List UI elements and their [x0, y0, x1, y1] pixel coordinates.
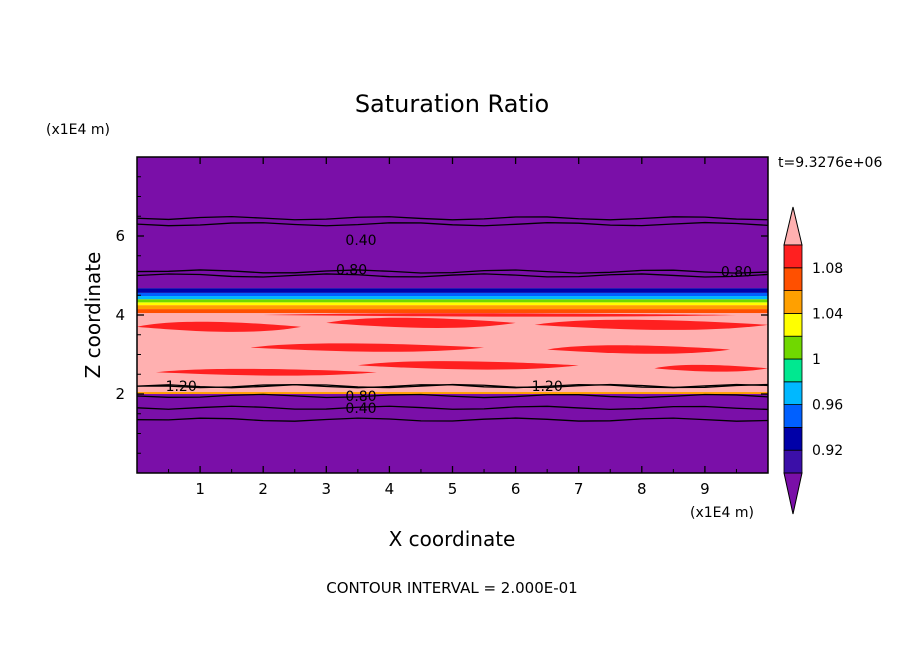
contour-label-7: 0.40 [345, 401, 376, 417]
colorbar-segment-0 [783, 449, 803, 474]
red-patch-3 [250, 343, 485, 352]
band-4 [137, 305, 768, 310]
contour-label-0: 0.40 [345, 233, 376, 249]
colorbar-bottom-arrow [783, 472, 803, 515]
contour-line-1 [136, 216, 769, 221]
red-patch-8 [263, 313, 737, 317]
colorbar-top-arrow [783, 206, 803, 246]
colorbar-segment-5 [783, 335, 803, 360]
plot-area [137, 157, 768, 473]
colorbar-label-0.92: 0.92 [812, 443, 843, 459]
band-5 [137, 302, 768, 306]
y-unit-label: (x1E4 m) [46, 122, 110, 138]
colorbar-segment-1 [783, 426, 803, 451]
contour-line-6 [136, 393, 769, 399]
time-label: t=9.3276e+06 [778, 155, 882, 171]
contour-interval-note: CONTOUR INTERVAL = 2.000E-01 [326, 579, 577, 597]
colorbar-label-0.96: 0.96 [812, 398, 843, 414]
x-tick-label-5: 5 [448, 480, 458, 498]
x-tick-label-8: 8 [637, 480, 647, 498]
red-patch-4 [547, 345, 731, 354]
contour-label-6: 0.80 [345, 389, 376, 405]
y-tick-label-4: 4 [115, 306, 125, 324]
band-9 [137, 288, 768, 293]
red-patch-0 [137, 321, 302, 332]
chart-title: Saturation Ratio [355, 90, 549, 118]
red-patch-5 [357, 361, 579, 370]
contour-label-5: 1.20 [532, 379, 563, 395]
band-1 [137, 392, 768, 394]
contour-line-8 [136, 417, 769, 422]
y-tick-label-6: 6 [115, 227, 125, 245]
x-tick-label-9: 9 [700, 480, 710, 498]
colorbar-label-1: 1 [812, 352, 821, 368]
contour-line-2 [136, 269, 769, 274]
x-unit-label: (x1E4 m) [690, 505, 754, 521]
contour-lines: 0.400.80 0.801.20 1.200.800.40 [136, 216, 769, 422]
contour-line-0 [136, 221, 769, 227]
contour-label-2: 0.80 [336, 263, 367, 279]
x-tick-label-6: 6 [511, 480, 521, 498]
red-patch-6 [654, 364, 768, 372]
red-patch-7 [155, 368, 377, 376]
y-tick-label-2: 2 [115, 385, 125, 403]
contour-line-3 [136, 273, 769, 278]
contour-label-3: 0.80 [721, 265, 752, 281]
band-3 [137, 309, 768, 314]
colorbar-label-1.04: 1.04 [812, 306, 843, 322]
colorbar-segment-2 [783, 404, 803, 428]
x-tick-label-4: 4 [385, 480, 395, 498]
colorbar-segment-7 [783, 290, 803, 314]
x-tick-label-7: 7 [574, 480, 584, 498]
x-axis-label: X coordinate [389, 527, 516, 551]
red-patch-2 [534, 319, 768, 330]
band-6 [137, 299, 768, 303]
x-tick-label-2: 2 [258, 480, 268, 498]
contour-line-7 [136, 405, 769, 411]
band-8 [137, 292, 768, 297]
x-tick-label-1: 1 [195, 480, 205, 498]
axes: 1 2 3 4 5 6 7 8 9 2 4 6 [115, 156, 769, 498]
band-7 [137, 296, 768, 300]
colorbar-label-1.08: 1.08 [812, 261, 843, 277]
red-patch-1 [326, 317, 516, 328]
colorbar-segment-6 [783, 312, 803, 337]
colorbar-segment-4 [783, 358, 803, 383]
contour-line-5 [136, 383, 769, 389]
colorbar-segment-8 [783, 267, 803, 291]
y-axis-label: Z coordinate [81, 252, 105, 379]
colorbar-segment-3 [783, 381, 803, 405]
colorbar-segment-9 [783, 244, 803, 269]
colorbar: 0.92 0.96 1 1.04 1.08 [783, 206, 843, 515]
x-tick-label-3: 3 [322, 480, 332, 498]
